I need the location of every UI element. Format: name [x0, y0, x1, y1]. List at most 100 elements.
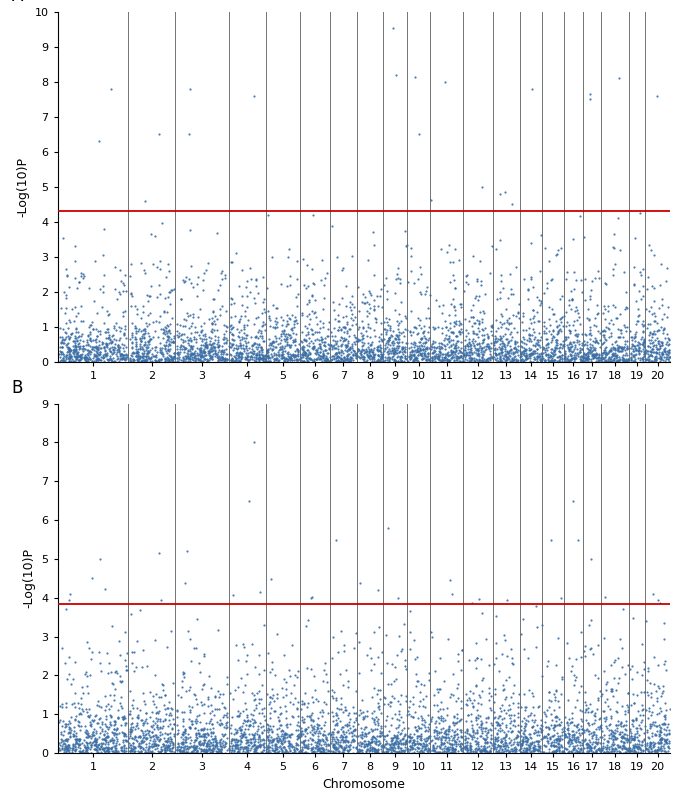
Point — [163, 701, 174, 714]
Point — [186, 746, 197, 759]
Point — [338, 332, 349, 344]
Point — [286, 350, 297, 363]
Point — [101, 340, 112, 352]
Point — [60, 717, 71, 730]
Point — [116, 338, 127, 351]
Point — [291, 349, 302, 362]
Point — [429, 336, 440, 348]
Point — [445, 297, 456, 310]
Point — [395, 742, 406, 755]
Point — [459, 349, 470, 362]
Point — [480, 744, 491, 757]
Point — [590, 312, 600, 324]
Point — [187, 281, 198, 293]
Point — [133, 746, 144, 759]
Point — [322, 354, 333, 367]
Point — [64, 744, 75, 756]
Point — [532, 338, 543, 351]
Point — [194, 736, 205, 748]
Point — [661, 274, 672, 287]
Point — [464, 740, 475, 752]
Point — [527, 736, 538, 748]
Point — [600, 347, 611, 359]
Point — [482, 724, 493, 736]
Point — [575, 679, 586, 692]
Point — [265, 573, 276, 586]
Point — [563, 341, 573, 354]
Point — [150, 355, 160, 368]
Point — [392, 340, 403, 353]
Point — [525, 344, 536, 356]
Point — [90, 340, 101, 352]
Point — [571, 720, 582, 733]
Point — [617, 353, 628, 366]
Point — [174, 740, 185, 752]
Point — [272, 348, 283, 361]
Point — [72, 281, 83, 294]
Point — [461, 269, 472, 282]
Point — [655, 353, 666, 366]
Point — [198, 344, 209, 357]
Point — [217, 345, 228, 358]
Point — [86, 740, 97, 753]
Point — [135, 731, 146, 744]
Point — [305, 347, 315, 359]
Point — [345, 323, 355, 336]
Point — [529, 727, 540, 740]
Point — [655, 736, 665, 749]
Point — [205, 344, 216, 357]
Point — [559, 728, 570, 741]
Point — [161, 322, 172, 335]
Point — [435, 337, 446, 350]
Point — [464, 746, 475, 759]
Point — [353, 343, 364, 355]
Point — [95, 283, 106, 296]
Point — [299, 747, 310, 760]
Point — [621, 321, 632, 334]
Point — [341, 740, 351, 753]
Point — [235, 741, 246, 754]
Point — [65, 328, 76, 340]
Point — [160, 713, 171, 725]
Point — [69, 350, 80, 363]
Point — [456, 336, 466, 349]
Point — [570, 328, 581, 340]
Point — [334, 740, 345, 752]
Point — [477, 685, 487, 697]
Point — [382, 745, 393, 758]
Point — [266, 736, 277, 748]
Point — [408, 338, 418, 351]
Point — [338, 351, 349, 364]
Point — [365, 736, 376, 748]
Point — [350, 742, 361, 755]
Point — [342, 325, 353, 338]
Point — [331, 355, 342, 367]
Point — [496, 742, 507, 755]
Point — [491, 349, 502, 362]
Point — [171, 328, 182, 341]
Point — [180, 746, 191, 759]
Point — [431, 342, 441, 355]
Point — [569, 343, 580, 355]
Point — [434, 340, 445, 352]
Point — [618, 740, 629, 752]
Point — [439, 731, 450, 744]
Point — [588, 647, 598, 660]
Point — [472, 744, 483, 756]
Point — [474, 338, 485, 351]
Point — [476, 724, 487, 737]
Point — [477, 354, 487, 367]
Point — [643, 351, 654, 363]
Point — [250, 742, 261, 755]
Point — [598, 746, 609, 759]
Point — [217, 352, 228, 365]
Point — [97, 350, 108, 363]
Point — [276, 343, 286, 355]
Point — [210, 340, 221, 353]
Point — [158, 732, 169, 745]
Point — [389, 332, 400, 345]
Point — [290, 669, 301, 681]
Point — [143, 295, 154, 308]
Point — [624, 731, 635, 744]
Point — [600, 745, 611, 758]
